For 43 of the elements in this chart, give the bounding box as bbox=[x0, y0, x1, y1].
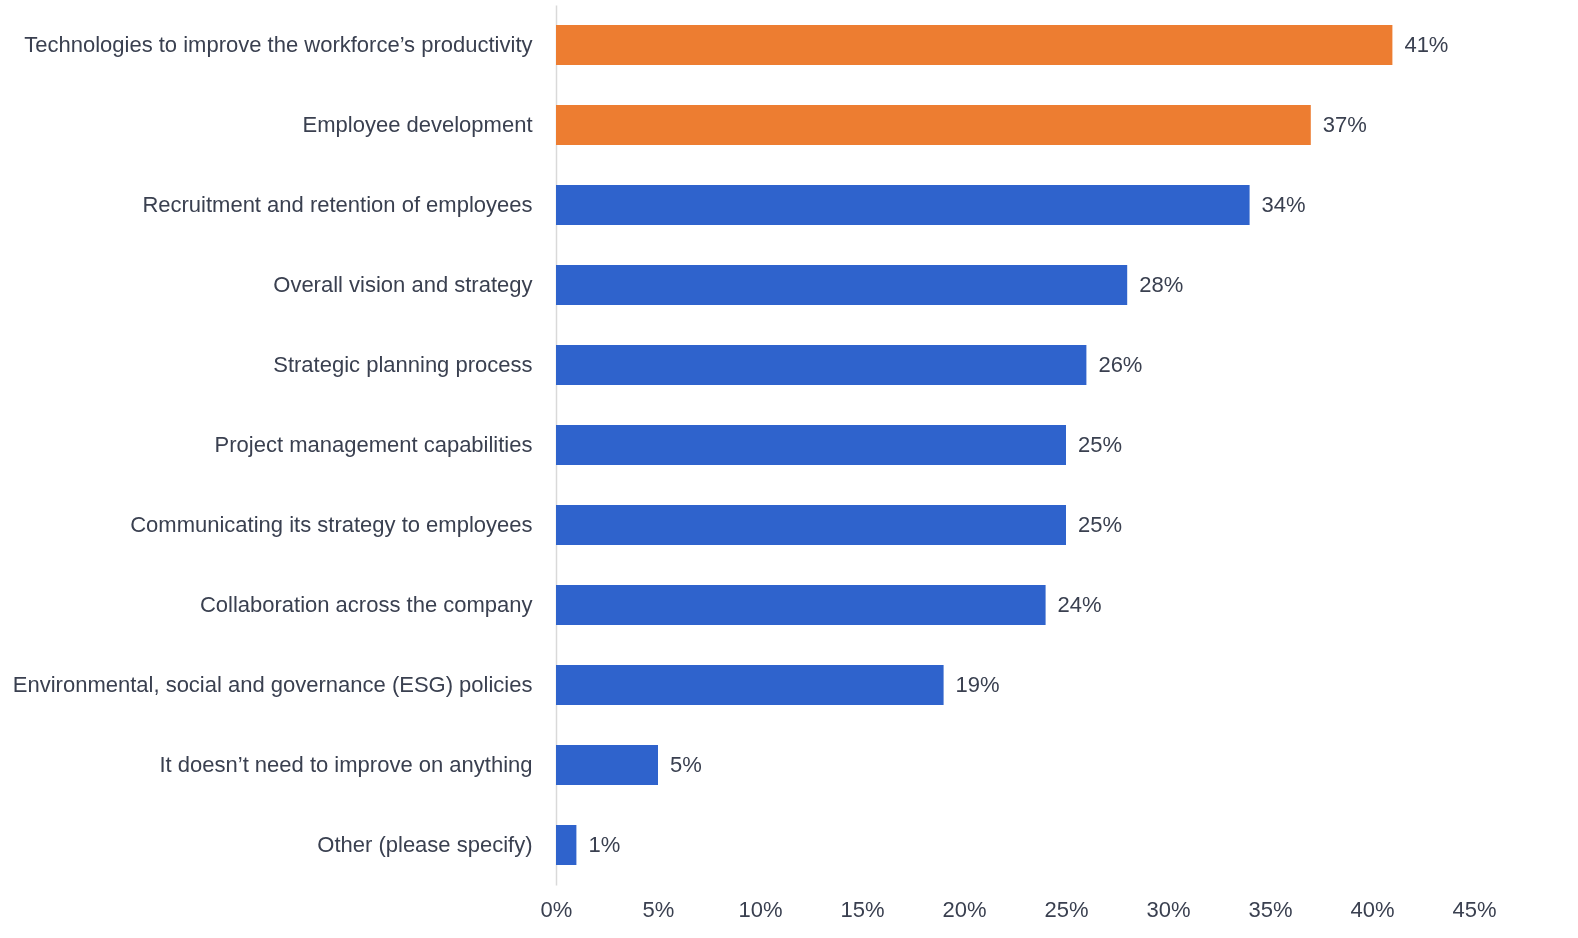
data-label: 37% bbox=[1322, 112, 1367, 137]
x-tick-label: 20% bbox=[942, 896, 987, 922]
data-label: 1% bbox=[588, 832, 621, 857]
x-tick-label: 10% bbox=[738, 896, 783, 922]
x-tick-label: 45% bbox=[1452, 896, 1497, 922]
bar bbox=[556, 25, 1393, 65]
data-label: 28% bbox=[1139, 272, 1184, 297]
bar bbox=[556, 505, 1066, 545]
x-tick-label: 15% bbox=[840, 896, 885, 922]
y-tick-label: Communicating its strategy to employees bbox=[130, 512, 533, 537]
y-tick-label: Strategic planning process bbox=[273, 352, 533, 377]
y-tick-label: Collaboration across the company bbox=[199, 592, 533, 617]
y-tick-label: Overall vision and strategy bbox=[273, 272, 533, 297]
bar bbox=[556, 345, 1087, 385]
y-tick-label: Employee development bbox=[302, 112, 533, 137]
data-label: 34% bbox=[1261, 192, 1306, 217]
x-tick-label: 40% bbox=[1350, 896, 1395, 922]
data-label: 5% bbox=[670, 752, 702, 777]
y-tick-label: Environmental, social and governance (ESG) policies bbox=[12, 672, 533, 697]
bar bbox=[556, 425, 1066, 465]
y-tick-label: Technologies to improve the workforce’s productivity bbox=[24, 32, 533, 57]
data-label: 19% bbox=[955, 672, 1000, 697]
data-label: 25% bbox=[1078, 512, 1123, 537]
y-tick-label: Recruitment and retention of employees bbox=[142, 192, 533, 217]
y-tick-label: It doesn’t need to improve on anything bbox=[159, 752, 533, 777]
bar bbox=[556, 665, 944, 705]
bar bbox=[556, 185, 1250, 225]
data-label: 24% bbox=[1057, 592, 1102, 617]
bar bbox=[556, 825, 577, 865]
x-tick-label: 30% bbox=[1146, 896, 1191, 922]
x-tick-label: 0% bbox=[540, 896, 573, 922]
data-label: 25% bbox=[1078, 432, 1123, 457]
bar bbox=[556, 265, 1128, 305]
bar bbox=[556, 745, 658, 785]
data-label: 26% bbox=[1098, 352, 1143, 377]
bar bbox=[556, 585, 1046, 625]
x-tick-label: 25% bbox=[1044, 896, 1089, 922]
x-tick-label: 5% bbox=[642, 896, 675, 922]
y-tick-label: Other (please specify) bbox=[317, 832, 533, 857]
x-tick-label: 35% bbox=[1248, 896, 1293, 922]
y-tick-label: Project management capabilities bbox=[214, 432, 533, 457]
data-label: 41% bbox=[1404, 32, 1449, 57]
bar bbox=[556, 105, 1311, 145]
